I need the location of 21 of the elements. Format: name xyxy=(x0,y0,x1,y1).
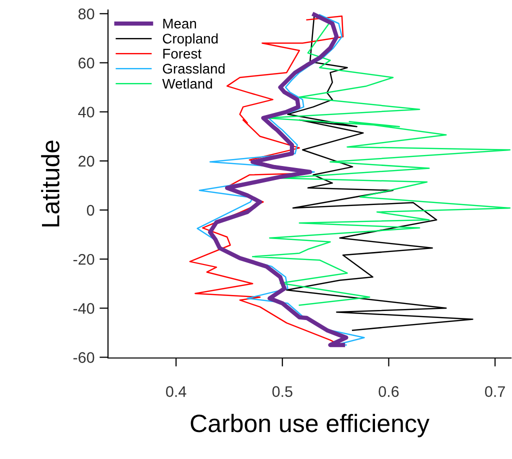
x-axis-title: Carbon use efficiency xyxy=(190,414,430,438)
y-axis-title: Latitude xyxy=(41,140,60,226)
y-tick-label: 60 xyxy=(78,58,94,68)
x-tick-label: 0.6 xyxy=(378,386,399,397)
y-tick-label: 20 xyxy=(78,156,94,167)
legend-label: Mean xyxy=(163,18,196,29)
line-series xyxy=(252,21,511,306)
y-tick-label: 40 xyxy=(78,106,94,118)
y-tick-label: 80 xyxy=(78,8,94,20)
legend-label: Cropland xyxy=(162,33,218,46)
y-tick-label: 0 xyxy=(86,204,94,216)
y-tick-label: -20 xyxy=(73,254,94,265)
y-tick-label: -60 xyxy=(73,352,94,363)
x-tick-label: 0.7 xyxy=(485,386,505,397)
x-tick-label: 0.4 xyxy=(166,386,186,397)
legend-label: Forest xyxy=(163,48,202,59)
legend-label: Wetland xyxy=(162,78,212,89)
line-series xyxy=(286,14,474,331)
y-tick-label: -40 xyxy=(73,303,94,314)
x-tick-label: 0.5 xyxy=(272,386,292,397)
legend-label: Grassland xyxy=(162,63,225,74)
